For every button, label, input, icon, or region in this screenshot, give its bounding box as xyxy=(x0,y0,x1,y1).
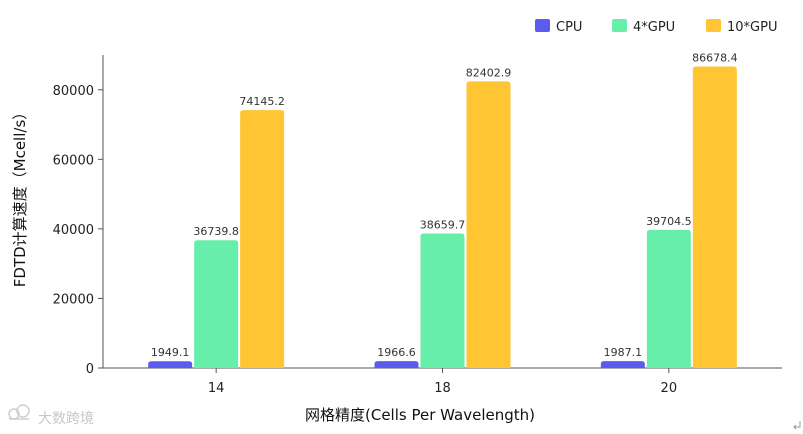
return-arrow-icon xyxy=(793,421,801,430)
legend-swatch xyxy=(612,19,627,32)
legend-swatch xyxy=(706,19,721,32)
bar-10-gpu-18 xyxy=(466,81,511,369)
legend-label: 4*GPU xyxy=(633,20,675,35)
bar-10-gpu-20 xyxy=(692,66,737,368)
x-tick-label: 20 xyxy=(661,381,678,396)
data-label: 39704.5 xyxy=(646,215,692,228)
data-label: 1966.6 xyxy=(377,346,416,359)
legend-label: 10*GPU xyxy=(727,20,777,35)
y-tick-label: 20000 xyxy=(53,292,94,307)
watermark: 大数跨境 xyxy=(8,404,94,427)
legend-label: CPU xyxy=(556,20,582,35)
bars xyxy=(148,66,737,369)
bar-4-gpu-20 xyxy=(646,229,691,368)
bar-cpu-20 xyxy=(600,361,645,368)
y-tick-label: 80000 xyxy=(53,84,94,99)
data-label: 1949.1 xyxy=(151,346,190,359)
data-label: 1987.1 xyxy=(604,346,643,359)
x-tick-label: 14 xyxy=(208,381,225,396)
watermark-text: 大数跨境 xyxy=(38,411,94,427)
cloud-logo-icon xyxy=(8,404,30,420)
y-tick-label: 40000 xyxy=(53,223,94,238)
value-labels: 1949.1 36739.8 74145.2 1966.6 38659.7 82402.9… xyxy=(151,52,738,360)
data-label: 38659.7 xyxy=(420,219,466,232)
bar-4-gpu-18 xyxy=(420,233,465,368)
y-axis-title: FDTD计算速度（Mcell/s） xyxy=(11,105,29,288)
y-tick-label: 60000 xyxy=(53,153,94,168)
legend: CPU 4*GPU 10*GPU xyxy=(535,19,777,35)
bar-cpu-14 xyxy=(148,361,193,368)
x-axis: 14 18 20 xyxy=(103,367,782,396)
legend-swatch xyxy=(535,19,550,32)
data-label: 86678.4 xyxy=(692,52,738,65)
x-tick-label: 18 xyxy=(434,381,451,396)
data-label: 82402.9 xyxy=(466,66,512,79)
x-axis-title: 网格精度(Cells Per Wavelength) xyxy=(305,406,535,424)
bar-cpu-18 xyxy=(374,361,419,368)
bar-10-gpu-14 xyxy=(240,110,285,369)
bar-4-gpu-14 xyxy=(194,240,239,368)
data-label: 74145.2 xyxy=(239,95,285,108)
y-tick-label: 0 xyxy=(86,362,94,377)
y-axis: 0 20000 40000 60000 80000 xyxy=(53,55,104,377)
data-label: 36739.8 xyxy=(193,225,239,238)
